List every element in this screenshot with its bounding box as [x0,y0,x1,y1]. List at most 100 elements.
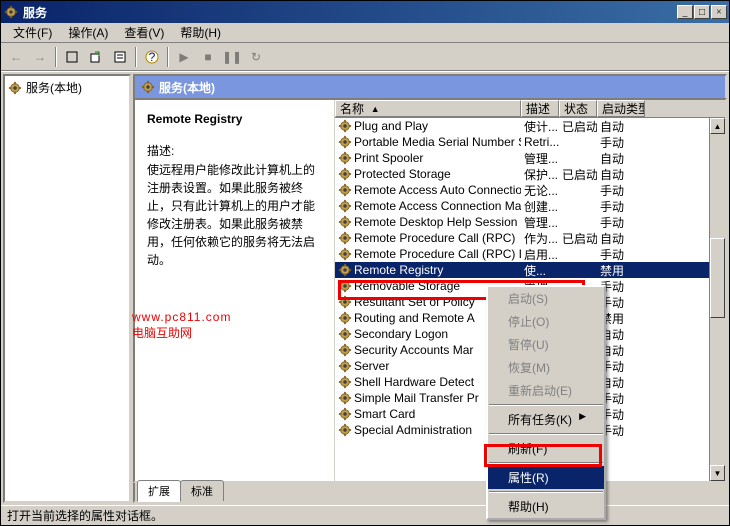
ctx-U: 暂停(U) [488,333,604,356]
service-startup-type: 手动 [597,134,645,151]
minimize-button[interactable]: _ [677,5,693,19]
service-row[interactable]: Remote Registry使...禁用 [335,262,725,278]
service-startup-type: 手动 [597,182,645,199]
service-name: Simple Mail Transfer Pr [354,391,479,405]
gear-icon [338,423,352,437]
status-text: 打开当前选择的属性对话框。 [7,507,163,524]
service-row[interactable]: Remote Desktop Help Session Man...管理...手… [335,214,725,230]
service-desc: 管理... [521,150,559,167]
properties-button[interactable] [109,46,131,68]
forward-button[interactable]: → [29,46,51,68]
service-name: Remote Procedure Call (RPC) [354,231,515,245]
col-name[interactable]: 名称 ▲ [335,100,521,117]
scroll-down-button[interactable]: ▼ [710,465,725,481]
gear-icon [338,375,352,389]
service-startup-type: 手动 [597,246,645,263]
service-desc: 作为... [521,230,559,247]
service-name: Smart Card [354,407,415,421]
service-name: Remote Desktop Help Session Man... [354,215,521,229]
restart-service-button[interactable]: ↻ [245,46,267,68]
gear-icon [338,215,352,229]
ctx-F[interactable]: 刷新(F) [488,437,604,460]
ctx-K[interactable]: 所有任务(K)▶ [488,408,604,431]
service-startup-type: 自动 [597,118,645,135]
start-service-button[interactable]: ▶ [173,46,195,68]
close-button[interactable]: × [711,5,727,19]
tabs: 扩展 标准 [133,483,727,503]
titlebar[interactable]: 服务 _ □ × [1,1,729,23]
service-row[interactable]: Remote Procedure Call (RPC) Locator启用...… [335,246,725,262]
menu-file[interactable]: 文件(F) [5,22,60,43]
gear-icon [141,80,155,94]
maximize-button[interactable]: □ [694,5,710,19]
col-desc[interactable]: 描述 [521,100,559,117]
pane-header-label: 服务(本地) [159,79,215,96]
menu-action[interactable]: 操作(A) [60,22,116,43]
gear-icon [338,183,352,197]
ctx-S: 启动(S) [488,287,604,310]
tab-extended[interactable]: 扩展 [137,480,181,502]
ctx-M: 恢复(M) [488,356,604,379]
service-row[interactable]: Remote Procedure Call (RPC)作为...已启动自动 [335,230,725,246]
toolbar: ← → ? ▶ ■ ❚❚ ↻ [1,43,729,71]
scroll-thumb[interactable] [710,238,725,318]
gear-icon [338,359,352,373]
service-desc: Retri... [521,135,559,149]
scroll-up-button[interactable]: ▲ [710,118,725,134]
help-button[interactable]: ? [141,46,163,68]
menu-help[interactable]: 帮助(H) [172,22,229,43]
service-name: Resultant Set of Policy [354,295,475,309]
service-row[interactable]: Print Spooler管理...自动 [335,150,725,166]
service-row[interactable]: Remote Access Connection Manager创建...手动 [335,198,725,214]
statusbar: 打开当前选择的属性对话框。 [1,505,729,525]
gear-icon [338,279,352,293]
tree-root-label: 服务(本地) [26,79,82,96]
back-button[interactable]: ← [5,46,27,68]
description-label: 描述: [147,142,322,159]
service-desc: 启用... [521,246,559,263]
refresh-button[interactable] [61,46,83,68]
gear-icon [338,167,352,181]
stop-service-button[interactable]: ■ [197,46,219,68]
tree-root[interactable]: 服务(本地) [7,78,127,97]
service-state: 已启动 [559,166,597,183]
service-row[interactable]: Protected Storage保护...已启动自动 [335,166,725,182]
detail-pane: Remote Registry 描述: 使远程用户能修改此计算机上的注册表设置。… [135,100,335,481]
gear-icon [8,81,22,95]
gear-icon [338,231,352,245]
service-startup-type: 手动 [597,198,645,215]
service-startup-type: 自动 [597,150,645,167]
tree-pane[interactable]: 服务(本地) [3,74,131,503]
service-name: Routing and Remote A [354,311,475,325]
gear-icon [338,135,352,149]
ctx-H[interactable]: 帮助(H) [488,495,604,518]
col-startup-type[interactable]: 启动类型 [597,100,645,117]
description-text: 使远程用户能修改此计算机上的注册表设置。如果此服务被终止，只有此计算机上的用户才… [147,161,322,269]
service-name: Shell Hardware Detect [354,375,474,389]
gear-icon [338,295,352,309]
ctx-O: 停止(O) [488,310,604,333]
service-startup-type: 自动 [597,230,645,247]
service-desc: 使... [521,262,559,279]
export-button[interactable] [85,46,107,68]
service-name: Removable Storage [354,279,460,293]
service-startup-type: 自动 [597,166,645,183]
ctx-E: 重新启动(E) [488,379,604,402]
service-name: Security Accounts Mar [354,343,473,357]
tab-standard[interactable]: 标准 [180,480,224,501]
service-row[interactable]: Plug and Play使计...已启动自动 [335,118,725,134]
service-row[interactable]: Remote Access Auto Connection M...无论...手… [335,182,725,198]
service-name: Remote Access Auto Connection M... [354,183,521,197]
service-startup-type: 手动 [597,214,645,231]
scrollbar-vertical[interactable]: ▲ ▼ [709,118,725,481]
service-row[interactable]: Portable Media Serial Number ServiceRetr… [335,134,725,150]
services-window: 服务 _ □ × 文件(F) 操作(A) 查看(V) 帮助(H) ← → ? ▶… [0,0,730,526]
service-name: Secondary Logon [354,327,448,341]
menu-view[interactable]: 查看(V) [116,22,172,43]
pause-service-button[interactable]: ❚❚ [221,46,243,68]
context-menu: 启动(S)停止(O)暂停(U)恢复(M)重新启动(E) 所有任务(K)▶ 刷新(F)… [486,285,606,520]
ctx-R[interactable]: 属性(R) [488,466,604,489]
menubar: 文件(F) 操作(A) 查看(V) 帮助(H) [1,23,729,43]
col-state[interactable]: 状态 [559,100,597,117]
service-name: Special Administration [354,423,472,437]
